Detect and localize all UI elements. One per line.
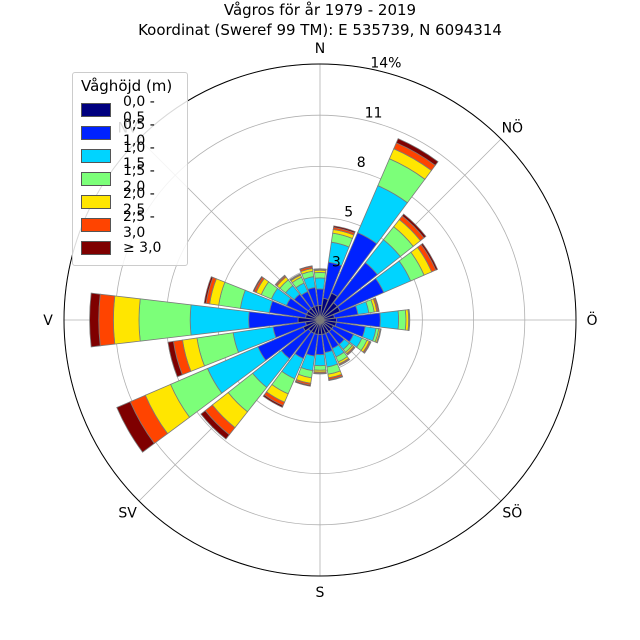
rose-bar-segment <box>401 213 427 239</box>
rose-bar-segment <box>167 340 183 378</box>
rose-bar-segment <box>89 292 101 348</box>
legend-entry: 0,5 - 1,0 <box>81 117 181 149</box>
legend-label: 0,5 - 1,0 <box>123 116 155 149</box>
legend-label: ≥ 3,0 <box>123 239 162 256</box>
rose-bar-segment <box>299 265 313 271</box>
rose-bar-segment <box>113 295 141 345</box>
rose-bar-segment <box>333 225 356 234</box>
rose-bar-segment <box>203 276 214 304</box>
rose-bar-segment <box>338 358 351 367</box>
direction-label: N <box>315 41 325 57</box>
direction-label: SV <box>118 505 137 521</box>
rose-bar-segment <box>346 346 356 356</box>
rose-bar-segment <box>274 274 286 286</box>
rose-bar-segment <box>328 375 344 382</box>
legend-label: 2,0 - 2,5 <box>123 185 155 218</box>
legend-entry: 2,5 - 3,0 <box>81 209 181 241</box>
legend-title: Våghöjd (m) <box>81 77 173 95</box>
rose-bar-segment <box>294 380 311 387</box>
rose-bar-segment <box>313 364 327 371</box>
legend-swatch <box>81 148 111 163</box>
rose-bar-segment <box>314 272 326 279</box>
rose-bar-segment <box>397 309 407 331</box>
rose-bar-segment <box>313 372 327 375</box>
rose-bar-segment <box>376 328 382 344</box>
legend-swatch <box>81 125 111 140</box>
legend-swatch <box>81 240 111 255</box>
direction-label: V <box>43 313 53 329</box>
chart-subtitle: Koordinat (Sweref 99 TM): E 535739, N 60… <box>138 21 502 39</box>
direction-label: S <box>316 585 325 601</box>
legend-entry: 2,0 - 2,5 <box>81 186 181 218</box>
legend-entry: ≥ 3,0 <box>81 236 181 259</box>
radial-tick-label: 14% <box>370 56 401 72</box>
legend-entry: 1,0 - 1,5 <box>81 140 181 172</box>
outer-border <box>63 63 577 577</box>
direction-label: SÖ <box>502 503 522 521</box>
rose-bar-segment <box>262 394 284 408</box>
radial-tick-label: 5 <box>344 205 353 221</box>
legend-label: 0,0 - 0,5 <box>123 93 155 126</box>
rose-bar-segment <box>379 310 400 330</box>
legend-label: 1,5 - 2,0 <box>123 162 155 195</box>
legend-swatch <box>81 194 111 209</box>
rose-bar-segment <box>189 304 250 336</box>
legend: Våghöjd (m) 0,0 - 0,5 0,5 - 1,0 1,0 - 1,5 1… <box>72 72 188 266</box>
legend-label: 1,0 - 1,5 <box>123 139 155 172</box>
rose-bar-segment <box>313 268 327 271</box>
rose-bar-segment <box>98 293 116 347</box>
rose-bar-segment <box>420 242 439 271</box>
rose-bar-segment <box>138 298 192 342</box>
legend-swatch <box>81 217 111 232</box>
legend-swatch <box>81 102 111 117</box>
legend-entry: 0,0 - 0,5 <box>81 94 181 126</box>
chart-title: Vågros för år 1979 - 2019 <box>223 1 417 19</box>
rose-bar-segment <box>200 410 230 440</box>
rose-bar-segment <box>395 138 439 166</box>
radial-tick-label: 3 <box>332 254 341 270</box>
rose-bar-segment <box>116 401 155 453</box>
rose-bars <box>89 138 439 453</box>
rose-bar-segment <box>289 273 301 281</box>
legend-swatch <box>81 171 111 186</box>
rose-bar-segment <box>252 275 264 293</box>
rose-bar-segment <box>314 277 326 290</box>
rose-bar-segment <box>408 309 411 331</box>
rose-bar-segment <box>314 354 326 367</box>
rose-bar-segment <box>374 297 380 312</box>
direction-label: Ö <box>586 311 597 329</box>
radial-tick-label: 11 <box>365 105 383 121</box>
direction-label: NÖ <box>502 119 524 137</box>
legend-entry: 1,5 - 2,0 <box>81 163 181 195</box>
rose-bar-segment <box>363 341 372 354</box>
chart-title-block: Vågros för år 1979 - 2019 Koordinat (Swe… <box>0 0 640 40</box>
legend-label: 2,5 - 3,0 <box>123 208 155 241</box>
radial-tick-label: 8 <box>357 155 366 171</box>
